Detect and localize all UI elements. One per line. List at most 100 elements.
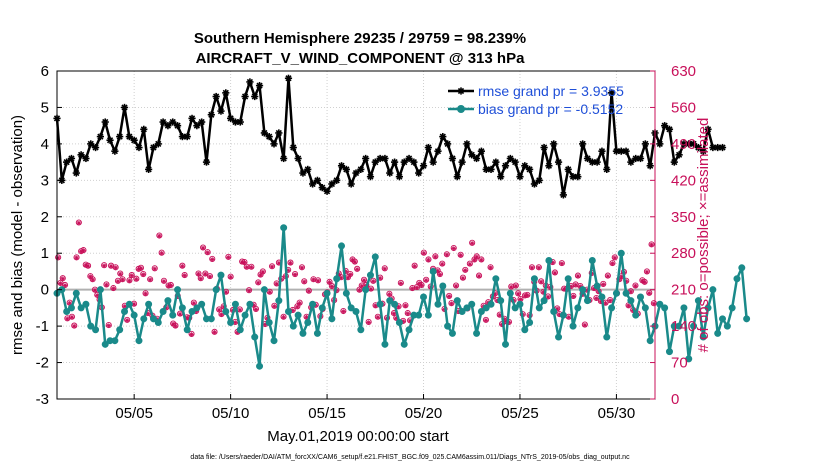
y2-tick-label: 420: [671, 172, 696, 189]
rmse-point: [101, 118, 109, 126]
obs-assimilated-point: [306, 289, 312, 294]
obs-assimilated-point: [642, 280, 647, 285]
bias-point: [448, 329, 456, 337]
legend-bias-marker: [457, 105, 465, 113]
obs-assimilated-point: [205, 250, 210, 255]
rmse-point: [149, 143, 158, 152]
rmse-point: [704, 125, 712, 133]
obs-assimilated-point: [433, 254, 438, 260]
obs-assimilated-point: [152, 266, 157, 272]
rmse-point: [670, 158, 678, 166]
obs-assimilated-point: [62, 283, 68, 288]
obs-assimilated-point: [649, 242, 654, 248]
obs-assimilated-point: [391, 311, 397, 316]
obs-assimilated-point: [157, 233, 162, 239]
y2-tick-label: 70: [671, 355, 688, 372]
obs-assimilated-point: [108, 264, 114, 269]
rmse-point: [193, 122, 201, 130]
obs-assimilated-point: [138, 266, 144, 271]
obs-assimilated-point: [223, 290, 229, 295]
obs-assimilated-point: [189, 332, 194, 337]
obs-assimilated-point: [513, 283, 519, 289]
obs-assimilated-point: [545, 294, 551, 300]
obs-assimilated-point: [210, 257, 215, 262]
bias-point: [439, 282, 447, 290]
bias-point: [275, 297, 283, 305]
obs-assimilated-point: [628, 289, 634, 294]
bias-point: [588, 257, 596, 265]
x-tick-label: 05/10: [212, 405, 250, 422]
obs-assimilated-point: [469, 241, 475, 246]
bias-point: [492, 275, 500, 283]
bias-point: [386, 297, 394, 305]
bias-point: [188, 308, 196, 316]
bias-point: [627, 297, 635, 305]
obs-assimilated-point: [419, 283, 424, 288]
obs-assimilated-point: [463, 268, 468, 273]
obs-assimilated-point: [302, 279, 307, 285]
bias-point: [675, 322, 683, 330]
obs-assimilated-point: [366, 320, 371, 325]
obs-assimilated-point: [647, 291, 652, 296]
bias-point: [646, 337, 654, 345]
rmse-point: [198, 118, 206, 126]
bias-point: [246, 300, 254, 308]
obs-assimilated-point: [253, 307, 259, 312]
x-tick-label: 05/30: [598, 405, 636, 422]
obs-assimilated-point: [106, 323, 111, 328]
obs-assimilated-point: [274, 281, 279, 287]
obs-assimilated-point: [412, 264, 417, 269]
bias-point: [733, 275, 741, 283]
obs-assimilated-point: [177, 311, 183, 317]
obs-assimilated-point: [474, 254, 479, 260]
bias-point: [309, 300, 317, 308]
obs-assimilated-point: [92, 287, 98, 293]
y2-tick-label: 560: [671, 99, 696, 116]
obs-assimilated-point: [483, 318, 489, 323]
bias-point: [617, 249, 625, 257]
rmse-point: [294, 154, 302, 163]
bias-point: [444, 322, 452, 330]
obs-assimilated-point: [327, 280, 332, 285]
bias-point: [251, 333, 259, 341]
obs-assimilated-point: [246, 288, 252, 293]
bias-point: [521, 326, 529, 334]
obs-assimilated-point: [571, 294, 576, 299]
obs-assimilated-point: [373, 303, 378, 309]
bias-point: [193, 304, 201, 312]
obs-assimilated-point: [88, 274, 93, 279]
rmse-point: [694, 143, 703, 152]
rmse-point: [342, 165, 350, 173]
rmse-point: [91, 143, 100, 152]
bias-point: [559, 311, 567, 319]
rmse-point: [559, 191, 567, 199]
y-tick-label: 3: [41, 172, 49, 189]
obs-assimilated-point: [536, 265, 542, 270]
y-tick-label: 1: [41, 245, 49, 262]
rmse-point: [472, 154, 481, 163]
rmse-point: [492, 158, 500, 166]
bias-point: [743, 315, 751, 323]
bias-point: [656, 300, 664, 308]
rmse-point: [661, 122, 669, 130]
rmse-point: [419, 162, 428, 170]
obs-assimilated-point: [276, 260, 282, 266]
obs-assimilated-point: [258, 272, 263, 278]
rmse-point: [535, 176, 543, 184]
obs-assimilated-point: [122, 304, 128, 309]
y-tick-label: 5: [41, 99, 49, 116]
bias-point: [82, 300, 90, 308]
rmse-point: [140, 125, 148, 133]
obs-assimilated-point: [607, 298, 613, 303]
obs-assimilated-point: [405, 311, 410, 316]
bias-point: [198, 300, 206, 308]
y-tick-label: -2: [36, 355, 49, 372]
bias-point: [111, 337, 119, 345]
rmse-point: [390, 158, 399, 166]
obs-assimilated-point: [644, 269, 650, 275]
rmse-point: [415, 169, 423, 177]
obs-assimilated-point: [421, 251, 427, 256]
rmse-point: [289, 143, 297, 152]
bias-point: [487, 300, 495, 308]
